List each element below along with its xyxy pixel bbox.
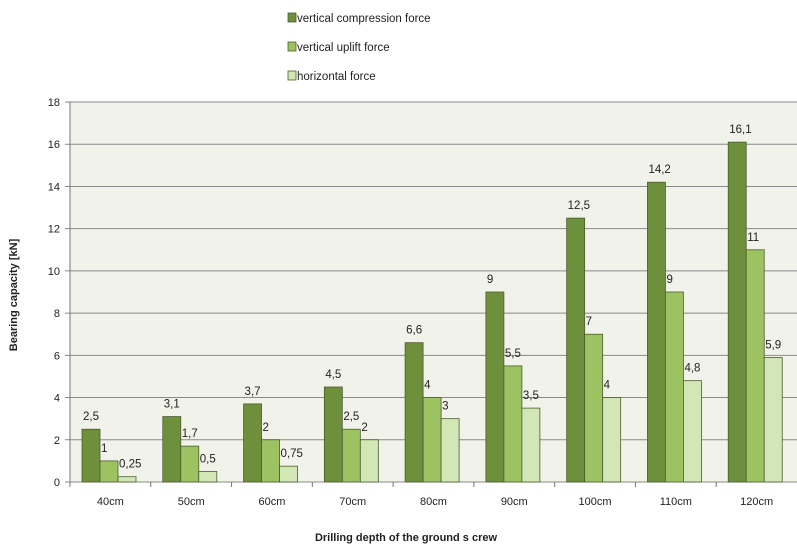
legend-label: vertical compression force [297, 13, 431, 25]
y-axis-ticks: 0 2 4 6 8 10 12 14 16 18 [48, 97, 60, 489]
bar [404, 342, 424, 483]
data-label: 9 [666, 274, 672, 286]
data-label: 4,5 [325, 369, 341, 381]
y-axis-title: Bearing capacity [kN] [8, 238, 20, 351]
y-tick-label: 12 [48, 224, 60, 236]
legend: vertical compression force vertical uplif… [287, 12, 431, 83]
x-axis-title: Drilling depth of the ground s crew [315, 532, 498, 544]
y-tick-label: 18 [48, 97, 60, 109]
bar [647, 181, 666, 483]
legend-label: horizontal force [297, 71, 376, 83]
x-axis-ticks: 40cm 50cm 60cm 70cm 80cm 90cm 100cm 110cm 120cm [69, 482, 773, 508]
legend-swatch [287, 41, 297, 52]
data-label: 12,5 [568, 200, 590, 212]
x-tick-label: 90cm [501, 496, 528, 508]
data-label: 5,5 [505, 348, 521, 360]
bar [745, 249, 765, 483]
legend-swatch [287, 70, 297, 81]
bar [727, 141, 747, 483]
data-label: 16,1 [729, 124, 751, 136]
data-label: 14,2 [648, 164, 670, 176]
y-tick-label: 10 [48, 266, 60, 278]
bar [162, 416, 182, 483]
y-tick-label: 14 [48, 181, 60, 193]
bar [665, 291, 684, 483]
data-label: 3,7 [245, 386, 261, 398]
data-label: 9 [487, 274, 493, 286]
data-label: 2 [263, 422, 269, 434]
bar [180, 445, 200, 483]
data-label: 0,5 [200, 453, 216, 465]
bar [763, 357, 783, 483]
x-tick-label: 40cm [97, 496, 124, 508]
legend-label: vertical uplift force [297, 42, 390, 54]
data-label: 2 [361, 422, 367, 434]
data-label: 3 [442, 401, 448, 413]
bar [279, 465, 298, 483]
x-tick-label: 60cm [258, 496, 285, 508]
bar [422, 397, 442, 483]
data-label: 3,5 [523, 390, 539, 402]
data-label: 5,9 [765, 339, 781, 351]
data-label: 2,5 [83, 411, 99, 423]
data-label: 0,25 [119, 459, 141, 471]
data-labels: 2,53,13,74,56,6912,514,216,111,722,545,5… [83, 124, 781, 471]
data-label: 3,1 [164, 399, 180, 411]
x-tick-label: 70cm [339, 496, 366, 508]
bar [261, 439, 280, 483]
data-label: 7 [586, 316, 592, 328]
bar [503, 365, 523, 483]
bar [566, 217, 586, 483]
x-tick-label: 50cm [178, 496, 205, 508]
bar [243, 403, 262, 483]
bars [81, 141, 783, 483]
y-tick-label: 4 [54, 393, 60, 405]
y-tick-label: 0 [54, 477, 60, 489]
y-tick-label: 16 [48, 139, 60, 151]
data-label: 0,75 [281, 448, 303, 460]
bar [683, 380, 702, 483]
bar [81, 428, 101, 483]
bar [584, 333, 604, 483]
bar [198, 471, 218, 483]
bar [440, 418, 460, 483]
data-label: 2,5 [343, 411, 359, 423]
bar [602, 397, 622, 483]
x-tick-label: 100cm [579, 496, 612, 508]
data-label: 11 [747, 232, 759, 244]
bar [99, 460, 119, 483]
y-tick-label: 6 [54, 350, 60, 362]
bar [323, 386, 343, 483]
bar [341, 428, 361, 483]
bar [521, 407, 541, 483]
data-label: 1,7 [182, 428, 198, 440]
bar [117, 476, 137, 483]
data-label: 4 [424, 380, 431, 392]
data-label: 4,8 [684, 363, 700, 375]
y-tick-label: 8 [54, 308, 60, 320]
bar [359, 439, 379, 483]
data-label: 4 [604, 380, 611, 392]
bar [485, 291, 505, 483]
x-tick-label: 80cm [420, 496, 447, 508]
x-tick-label: 120cm [740, 496, 773, 508]
data-label: 1 [101, 443, 107, 455]
x-tick-label: 110cm [660, 496, 692, 508]
data-label: 6,6 [406, 325, 422, 337]
y-tick-label: 2 [54, 435, 60, 447]
legend-swatch [287, 12, 297, 23]
